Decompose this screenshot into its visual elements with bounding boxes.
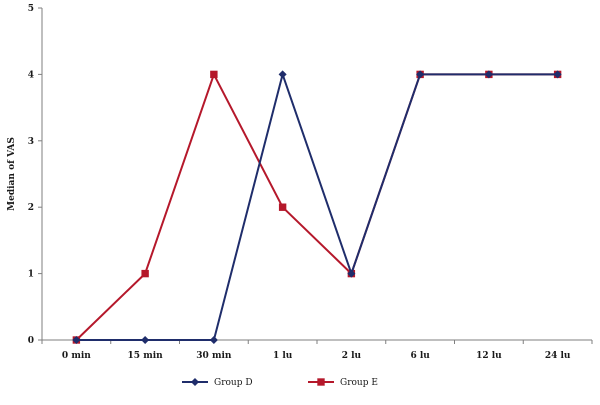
x-tick-label: 12 lu [476, 351, 502, 361]
data-point [141, 335, 150, 345]
x-ticks: 0 min 15 min 30 min 1 lu 2 lu 6 lu 12 lu 24 lu [41, 340, 593, 361]
series-line [76, 73, 558, 341]
y-tick-label: 3 [28, 137, 34, 147]
x-tick-label: 15 min [128, 351, 164, 361]
legend-item: Group E [308, 378, 378, 388]
series-lines [72, 70, 562, 345]
data-point [347, 269, 356, 278]
x-tick-label: 6 lu [410, 351, 430, 361]
y-tick-label: 5 [28, 4, 34, 14]
data-point [209, 335, 218, 345]
x-tick-label: 0 min [62, 351, 91, 361]
legend-item: Group D [182, 377, 253, 388]
legend-label: Group D [214, 378, 253, 388]
y-tick-label: 1 [28, 270, 34, 280]
x-tick-label: 1 lu [273, 351, 293, 361]
y-tick-label: 4 [28, 70, 34, 80]
data-point [278, 70, 287, 79]
legend-marker [317, 378, 325, 386]
data-point [484, 70, 493, 79]
series-group-d [72, 70, 562, 345]
data-point [416, 70, 425, 79]
y-ticks: 0 1 2 3 4 5 [28, 4, 42, 346]
data-point [141, 269, 149, 278]
x-tick-label: 24 lu [545, 351, 571, 361]
data-point [72, 335, 81, 345]
legend-marker [190, 377, 200, 387]
series-line [75, 73, 558, 341]
data-point [553, 70, 562, 79]
y-tick-label: 0 [28, 336, 34, 346]
y-axis-title: Median of VAS [7, 137, 17, 211]
x-tick-label: 30 min [196, 351, 232, 361]
data-point [210, 70, 218, 79]
series-group-e [72, 70, 562, 344]
data-point [278, 203, 287, 211]
y-tick-label: 2 [28, 203, 34, 213]
legend-label: Group E [340, 378, 378, 388]
x-tick-label: 2 lu [342, 351, 362, 361]
legend: Group D Group E [182, 377, 378, 388]
